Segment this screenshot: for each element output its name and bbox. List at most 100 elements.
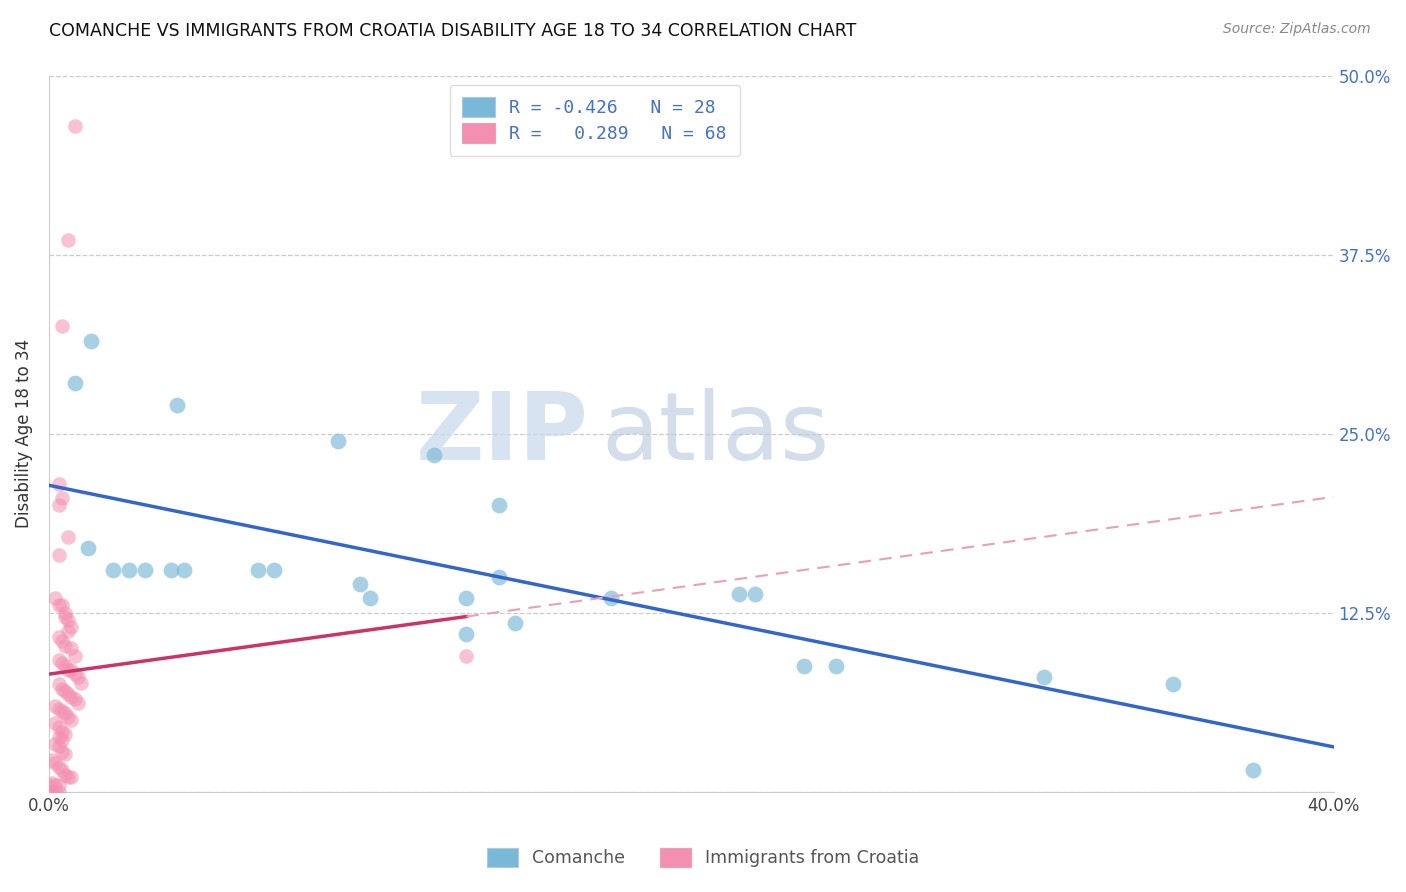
Point (60, 663, 83, 677)
Point (58, 624, 80, 639)
Point (48, 549, 70, 563)
Point (1161, 677, 1184, 691)
Text: atlas: atlas (602, 388, 830, 480)
Point (48, 731, 70, 745)
Point (423, 448, 446, 462)
Point (166, 398, 188, 412)
Point (58, 770, 80, 784)
Point (1241, 763, 1264, 777)
Point (53, 706, 76, 720)
Point (44, 698, 66, 713)
Point (51, 681, 73, 696)
Point (44, 715, 66, 730)
Point (53, 658, 76, 673)
Text: Source: ZipAtlas.com: Source: ZipAtlas.com (1223, 22, 1371, 37)
Point (51, 745, 73, 759)
Point (48, 630, 70, 644)
Point (60, 713, 83, 727)
Point (173, 563, 195, 577)
Point (103, 563, 125, 577)
Point (44, 756, 66, 770)
Point (488, 570, 510, 584)
Point (728, 587, 751, 601)
Point (48, 599, 70, 613)
Point (456, 591, 478, 606)
Point (60, 690, 83, 705)
Point (824, 658, 846, 673)
Point (503, 615, 526, 630)
Point (48, 677, 70, 691)
Point (51, 491, 73, 505)
Point (66, 696, 89, 710)
Point (51, 763, 73, 777)
Point (48, 739, 70, 753)
Text: COMANCHE VS IMMIGRANTS FROM CROATIA DISABILITY AGE 18 TO 34 CORRELATION CHART: COMANCHE VS IMMIGRANTS FROM CROATIA DISA… (49, 22, 856, 40)
Point (53, 684, 76, 698)
Point (53, 767, 76, 781)
Point (134, 563, 156, 577)
Point (58, 613, 80, 627)
Text: ZIP: ZIP (416, 388, 589, 480)
Point (359, 591, 381, 606)
Point (349, 577, 371, 591)
Point (60, 641, 83, 656)
Point (51, 319, 73, 334)
Point (63, 119, 86, 133)
Point (246, 563, 269, 577)
Legend: Comanche, Immigrants from Croatia: Comanche, Immigrants from Croatia (479, 841, 927, 874)
Point (51, 634, 73, 648)
Point (51, 733, 73, 747)
Point (160, 563, 183, 577)
Point (488, 498, 510, 512)
Point (63, 648, 86, 663)
Point (793, 658, 815, 673)
Point (76, 541, 98, 556)
Point (80, 334, 103, 348)
Point (53, 610, 76, 624)
Point (58, 710, 80, 724)
Point (58, 233, 80, 247)
Point (58, 663, 80, 677)
Point (48, 653, 70, 667)
Point (456, 648, 478, 663)
Point (44, 778, 66, 792)
Point (51, 705, 73, 719)
Point (38, 785, 60, 799)
Point (326, 434, 349, 448)
Point (48, 720, 70, 734)
Point (53, 727, 76, 741)
Point (48, 701, 70, 715)
Point (263, 563, 285, 577)
Point (48, 785, 70, 799)
Point (70, 676, 93, 690)
Point (48, 498, 70, 512)
Point (53, 606, 76, 620)
Point (44, 738, 66, 752)
Point (66, 670, 89, 684)
Point (118, 563, 141, 577)
Point (48, 778, 70, 792)
Legend: R = -0.426   N = 28, R =   0.289   N = 68: R = -0.426 N = 28, R = 0.289 N = 68 (450, 85, 740, 156)
Point (744, 587, 766, 601)
Point (63, 691, 86, 706)
Point (60, 770, 83, 784)
Point (600, 591, 623, 606)
Point (58, 530, 80, 544)
Point (41, 785, 63, 799)
Point (41, 753, 63, 767)
Point (44, 785, 66, 799)
Point (63, 667, 86, 681)
Point (51, 656, 73, 670)
Point (48, 760, 70, 774)
Point (1033, 670, 1056, 684)
Point (51, 724, 73, 739)
Point (63, 376, 86, 391)
Point (53, 639, 76, 653)
Point (41, 776, 63, 790)
Point (58, 687, 80, 701)
Y-axis label: Disability Age 18 to 34: Disability Age 18 to 34 (15, 339, 32, 528)
Point (53, 747, 76, 762)
Point (44, 591, 66, 606)
Point (456, 627, 478, 641)
Point (48, 476, 70, 491)
